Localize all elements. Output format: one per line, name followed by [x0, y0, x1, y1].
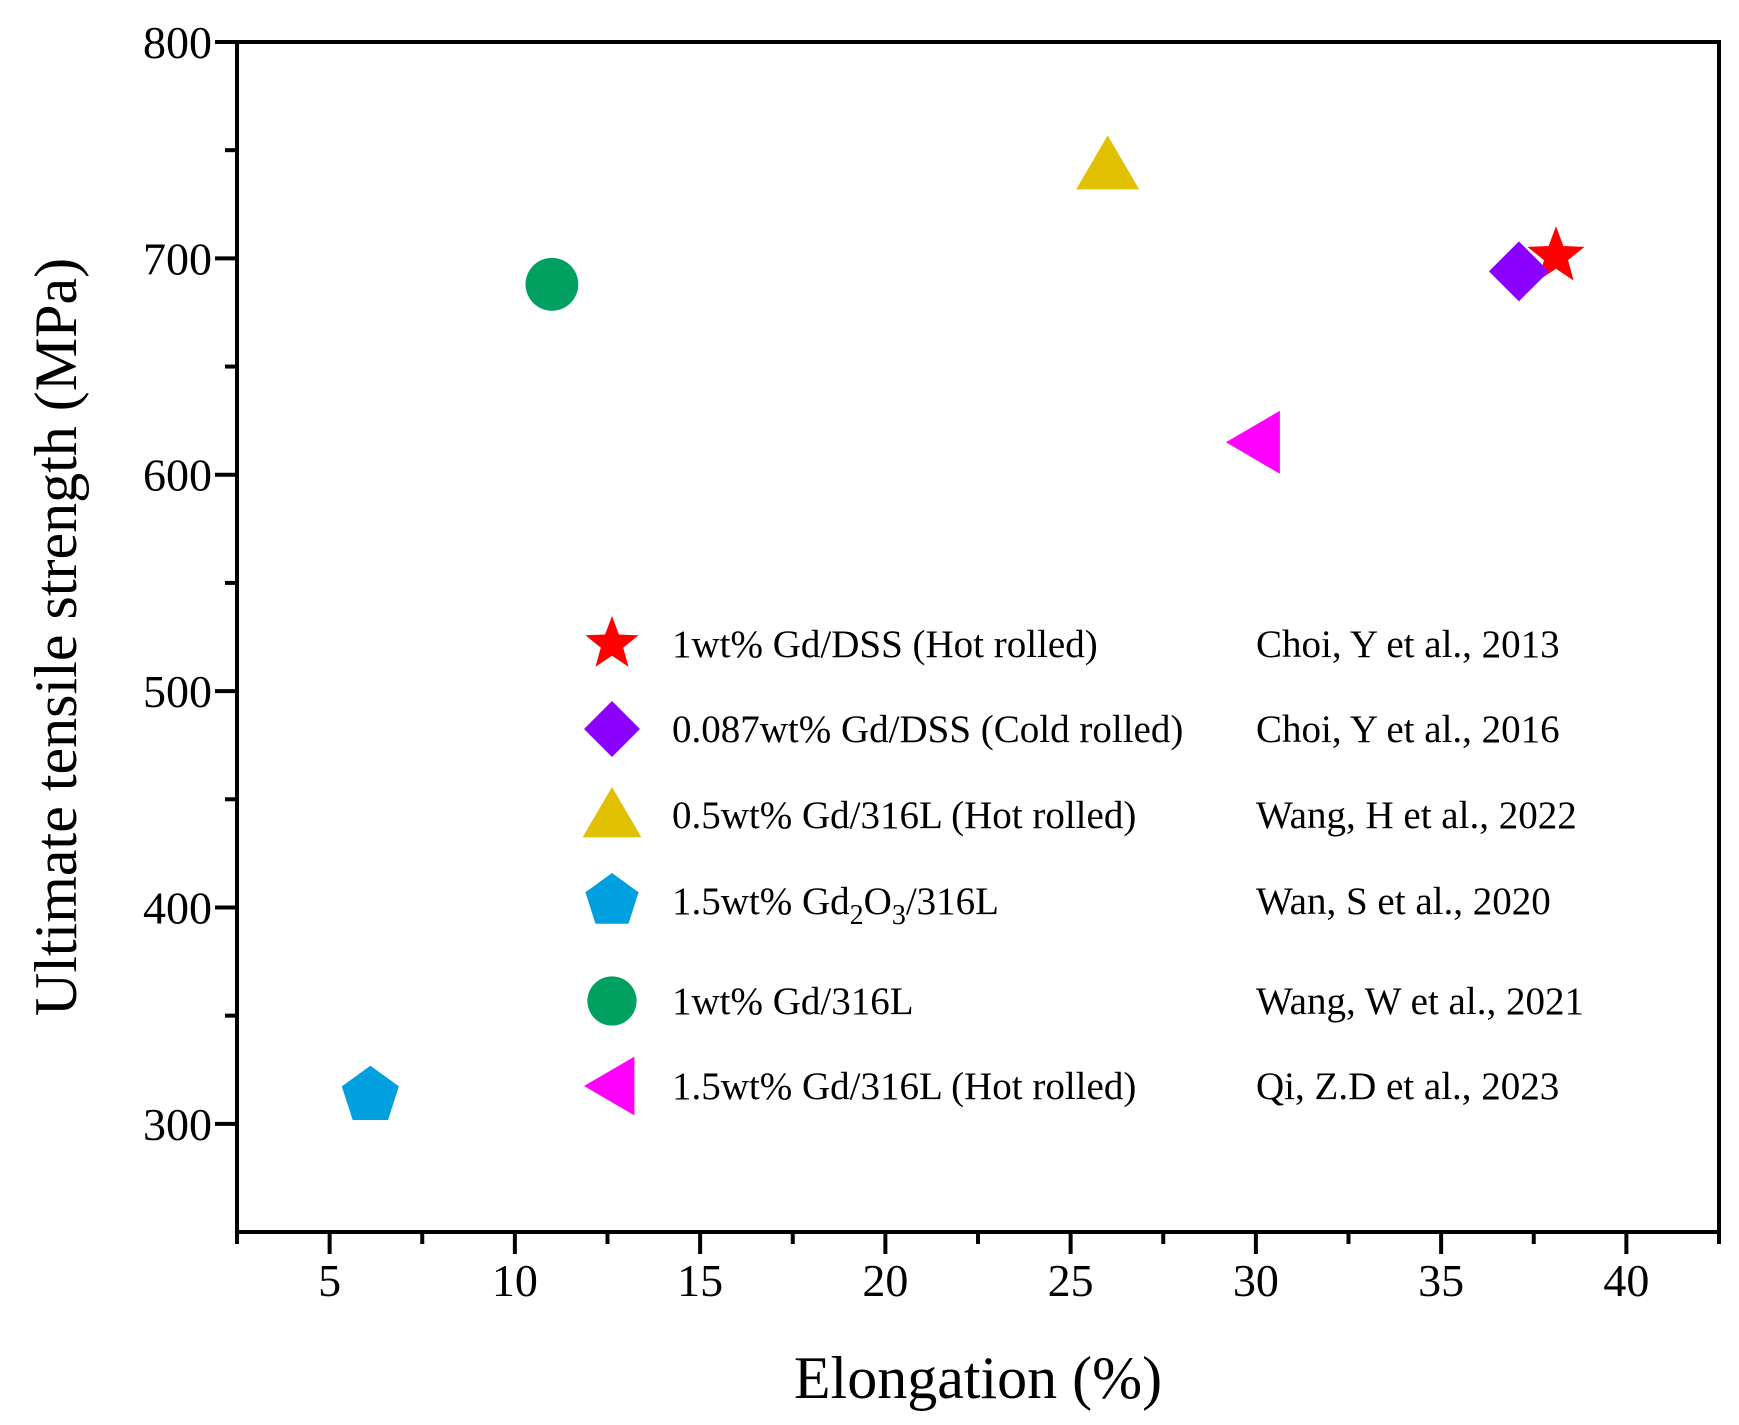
legend-label: 0.087wt% Gd/DSS (Cold rolled): [672, 708, 1183, 751]
legend-reference: Qi, Z.D et al., 2023: [1256, 1065, 1559, 1108]
legend-marker-triangle-up: [582, 787, 642, 838]
legend-reference: Wan, S et al., 2020: [1256, 880, 1551, 923]
x-tick-label: 35: [1418, 1255, 1464, 1306]
x-tick-label: 25: [1048, 1255, 1094, 1306]
legend-label: 1.5wt% Gd/316L (Hot rolled): [672, 1065, 1136, 1108]
legend-label: 1wt% Gd/DSS (Hot rolled): [672, 623, 1098, 666]
legend-marker-circle: [587, 976, 637, 1026]
legend: 1wt% Gd/DSS (Hot rolled) Choi, Y et al., …: [582, 616, 1584, 1116]
legend-marker-triangle-left: [584, 1056, 635, 1116]
y-tick-label: 800: [143, 17, 212, 68]
legend-reference: Choi, Y et al., 2013: [1256, 623, 1560, 666]
legend-label: 1.5wt% Gd2O3/316L: [672, 880, 999, 931]
data-point-pentagon: [341, 1065, 399, 1120]
legend-label: 0.5wt% Gd/316L (Hot rolled): [672, 794, 1136, 837]
legend-reference: Choi, Y et al., 2016: [1256, 708, 1560, 751]
y-tick-label: 500: [143, 666, 212, 717]
x-axis-ticks: 5 10 15 20 25 30 35 40: [235, 1232, 1721, 1306]
legend-reference: Wang, H et al., 2022: [1256, 794, 1577, 837]
data-point-circle: [525, 257, 579, 311]
data-point-triangle-left: [1225, 410, 1280, 474]
data-point-triangle-up: [1076, 135, 1140, 190]
data-points: [341, 135, 1585, 1120]
y-axis-title: Ultimate tensile strength (MPa): [23, 258, 89, 1016]
y-tick-label: 300: [143, 1099, 212, 1150]
legend-label: 1wt% Gd/316L: [672, 980, 914, 1023]
x-tick-label: 10: [492, 1255, 538, 1306]
y-tick-label: 600: [143, 450, 212, 501]
legend-marker-diamond: [584, 701, 640, 757]
y-tick-label: 700: [143, 233, 212, 284]
x-axis-title: Elongation (%): [794, 1345, 1162, 1411]
x-tick-label: 20: [862, 1255, 908, 1306]
legend-reference: Wang, W et al., 2021: [1256, 980, 1584, 1023]
y-tick-label: 400: [143, 882, 212, 933]
data-point-diamond: [1488, 241, 1549, 302]
x-tick-label: 15: [677, 1255, 723, 1306]
x-tick-label: 40: [1603, 1255, 1649, 1306]
legend-marker-star: [585, 616, 639, 667]
x-tick-label: 5: [318, 1255, 341, 1306]
x-tick-label: 30: [1233, 1255, 1279, 1306]
y-axis-ticks: 300 400 500 600 700 800: [143, 17, 237, 1150]
data-point-star: [1527, 226, 1585, 281]
legend-marker-pentagon: [585, 873, 639, 924]
